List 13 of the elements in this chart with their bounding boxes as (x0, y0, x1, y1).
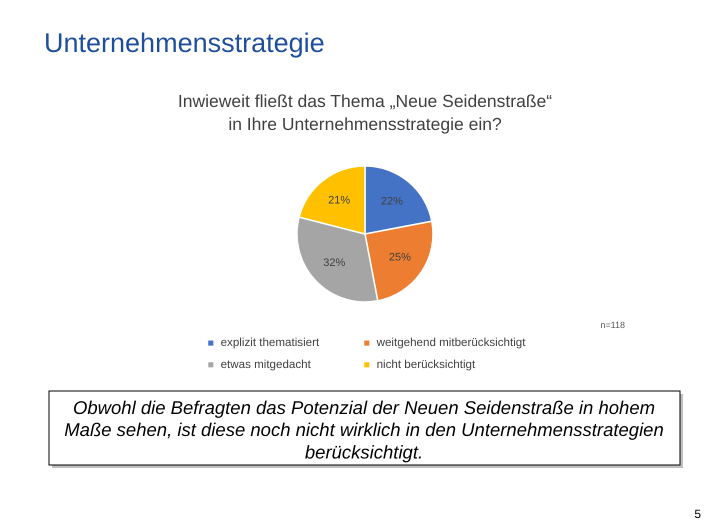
chart-title: Unternehmensstrategie (44, 28, 325, 58)
data-label: 22% (380, 196, 404, 208)
chart-subtitle: Inwieweit fließt das Thema „Neue Seidenstraße“ in Ihre Unternehmensstrategie ein? (178, 91, 552, 134)
legend-label: weitgehend mitberücksichtigt (376, 336, 526, 350)
data-label: 21% (328, 194, 350, 207)
legend-label: nicht berücksichtigt (376, 358, 476, 371)
data-label: 32% (323, 256, 346, 269)
legend-label: explizit thematisiert (220, 336, 320, 350)
data-label: 25% (388, 252, 412, 264)
text: 5 (694, 507, 702, 521)
text: Obwohl die Befragten das Potenzial der Neuen Seidenstraße in hohem Maße sehen, ist diese noch nicht wirklich in den Unternehmensstrategien berücksichtigt. (64, 397, 664, 462)
legend-label: etwas mitgedacht (220, 358, 312, 371)
text: n=118 (600, 320, 625, 330)
